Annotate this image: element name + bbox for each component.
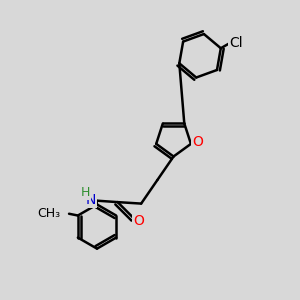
Text: H: H: [80, 187, 90, 200]
Text: N: N: [85, 193, 96, 207]
Text: Cl: Cl: [230, 36, 243, 50]
Text: O: O: [134, 214, 145, 228]
Text: O: O: [192, 135, 203, 149]
Text: CH₃: CH₃: [37, 207, 60, 220]
